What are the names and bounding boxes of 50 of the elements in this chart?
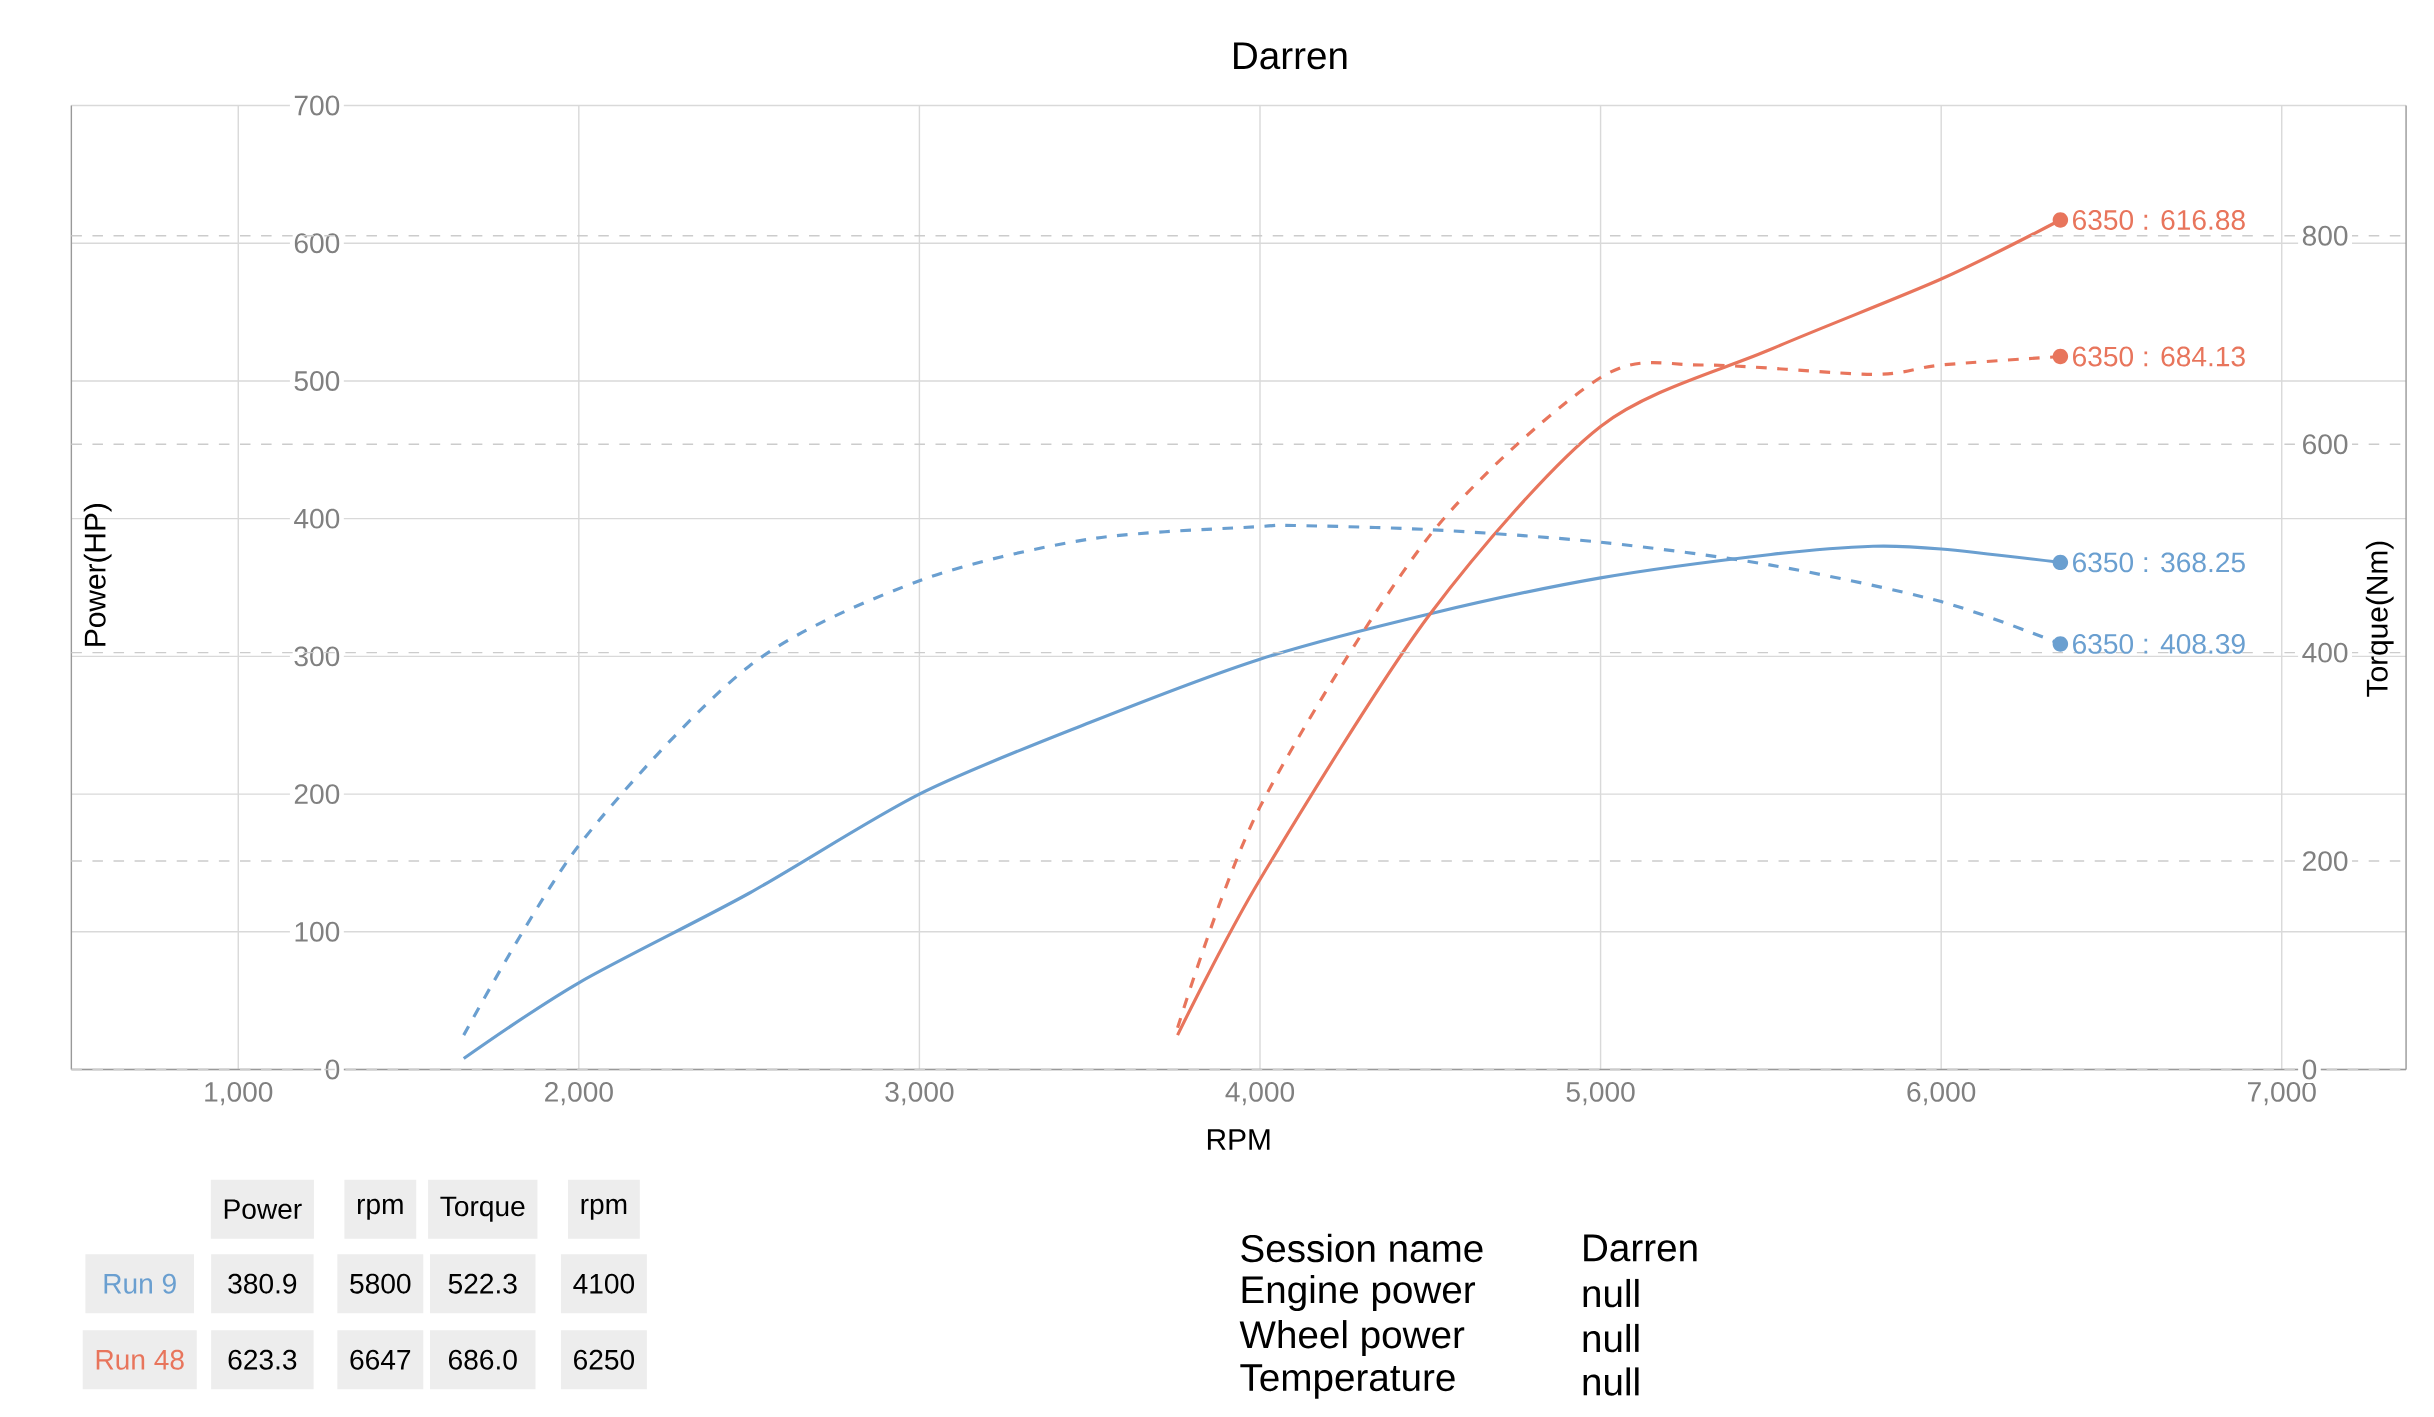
data-label: 6350 : 408.39 [2073, 633, 2245, 654]
text: Darren [1584, 1234, 1697, 1262]
y-tick-label: 400 [294, 508, 340, 529]
x-tick-label: 7,000 [2248, 1081, 2316, 1106]
text: Power [224, 1199, 302, 1219]
text: Torque [440, 1196, 525, 1222]
x-tick-label: 6,000 [1907, 1081, 1976, 1106]
y-tick-label: 500 [294, 370, 340, 391]
y-tick-label: 0 [325, 1059, 340, 1080]
y-tick-label: 600 [294, 233, 340, 254]
data-label: 6350 : 368.25 [2073, 552, 2245, 573]
text: 686.0 [449, 1349, 517, 1370]
text: 6647 [350, 1349, 411, 1370]
data-label: 6350 : 684.13 [2073, 346, 2245, 367]
y2-tick-label: 800 [2302, 225, 2348, 246]
data-label: 6350 : 616.88 [2073, 209, 2245, 230]
text: Run 9 [104, 1273, 176, 1294]
y2-tick-label: 400 [2302, 642, 2348, 663]
text: Session name [1241, 1233, 1483, 1263]
x-axis-title: RPM [1207, 1129, 1270, 1150]
y-tick-label: 700 [294, 95, 340, 116]
text: Run 48 [96, 1349, 184, 1370]
text: 4100 [573, 1273, 635, 1294]
text: Engine power [1242, 1274, 1476, 1311]
text: Wheel power [1239, 1319, 1465, 1356]
text: 5800 [350, 1273, 411, 1294]
text: 380.9 [228, 1273, 297, 1294]
y-axis-title: Power(HP) [83, 503, 112, 646]
text: 623.3 [228, 1349, 297, 1370]
text: rpm [581, 1198, 627, 1220]
text: null [1583, 1367, 1639, 1396]
text: 6250 [574, 1349, 635, 1370]
text: null [1583, 1278, 1639, 1308]
text: rpm [357, 1198, 403, 1220]
x-tick-label: 5,000 [1566, 1081, 1635, 1106]
x-tick-label: 3,000 [885, 1081, 954, 1106]
y2-axis-title: Torque(Nm) [2365, 541, 2394, 697]
y2-tick-label: 600 [2303, 434, 2348, 455]
x-tick-label: 1,000 [205, 1081, 273, 1106]
y2-tick-label: 0 [2302, 1059, 2317, 1080]
x-tick-label: 2,000 [545, 1081, 613, 1106]
y-tick-label: 300 [294, 646, 340, 667]
text: 522.3 [448, 1273, 517, 1294]
chart-title: Darren [1234, 42, 1347, 70]
x-tick-label: 4,000 [1225, 1081, 1295, 1106]
y2-tick-label: 200 [2303, 851, 2348, 871]
text: null [1583, 1323, 1639, 1353]
y-tick-label: 200 [294, 784, 340, 804]
y-tick-label: 100 [295, 921, 340, 942]
text: Temperature [1240, 1364, 1455, 1399]
